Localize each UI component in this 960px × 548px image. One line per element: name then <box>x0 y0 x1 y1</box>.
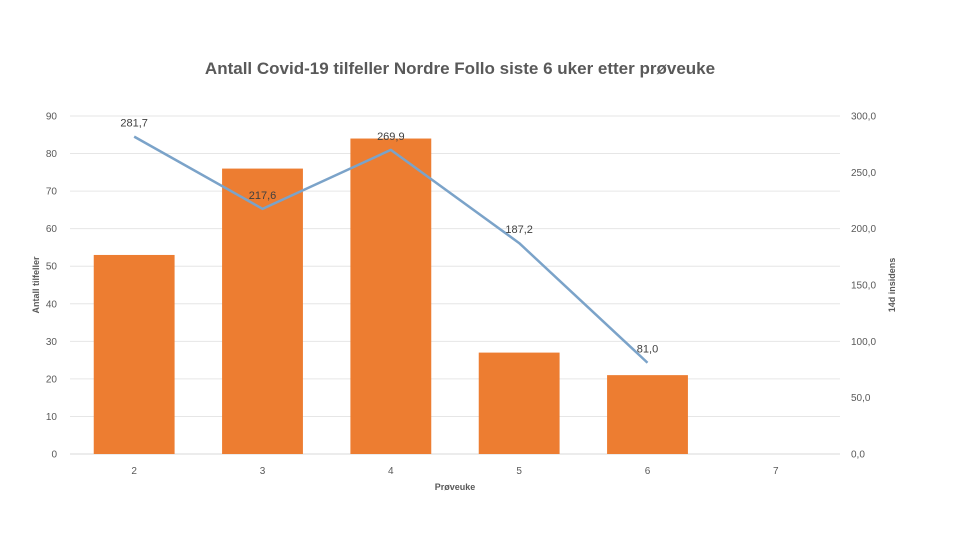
x-tick-label: 7 <box>773 466 779 477</box>
x-axis-title: Prøveuke <box>435 482 476 492</box>
y-tick-label: 80 <box>46 149 58 160</box>
y-tick-label: 70 <box>46 187 58 198</box>
bar <box>607 375 688 454</box>
y2-tick-label: 0,0 <box>851 450 865 461</box>
y-tick-label: 90 <box>46 112 58 123</box>
y2-tick-label: 250,0 <box>851 168 876 179</box>
y2-tick-label: 300,0 <box>851 112 876 123</box>
y-axis-title: Antall tilfeller <box>31 256 41 314</box>
x-tick-label: 6 <box>645 466 651 477</box>
right-axis: 0,0 50,0 100,0 150,0 200,0 250,0 300,0 <box>851 112 876 461</box>
chart-title: Antall Covid-19 tilfeller Nordre Follo s… <box>205 59 715 78</box>
y-tick-label: 20 <box>46 374 58 385</box>
y2-tick-label: 200,0 <box>851 224 876 235</box>
gridlines <box>70 115 840 455</box>
y2-tick-label: 100,0 <box>851 337 876 348</box>
data-label: 217,6 <box>249 190 277 202</box>
x-axis: 2 3 4 5 6 7 <box>131 466 779 477</box>
y-tick-label: 30 <box>46 337 58 348</box>
y-tick-label: 40 <box>46 299 58 310</box>
y-tick-label: 60 <box>46 224 58 235</box>
x-tick-label: 3 <box>260 466 266 477</box>
bar-series <box>93 138 688 455</box>
y2-tick-label: 150,0 <box>851 281 876 292</box>
data-label: 81,0 <box>637 344 658 356</box>
y-tick-label: 10 <box>46 412 58 423</box>
data-label: 281,7 <box>120 118 148 130</box>
line-series: 281,7 217,6 269,9 187,2 81,0 <box>120 118 658 364</box>
data-label: 187,2 <box>505 224 533 236</box>
y2-axis-title: 14d insidens <box>887 258 897 313</box>
y-tick-label: 50 <box>46 262 58 273</box>
bar <box>350 138 432 455</box>
x-tick-label: 2 <box>131 466 137 477</box>
bar <box>93 254 175 454</box>
data-label: 269,9 <box>377 131 405 143</box>
x-tick-label: 4 <box>388 466 394 477</box>
left-axis: 0 10 20 30 40 50 60 70 80 90 <box>46 112 58 461</box>
series-line <box>133 135 649 364</box>
x-tick-label: 5 <box>516 466 522 477</box>
bar <box>222 168 303 455</box>
y-tick-label: 0 <box>51 450 57 461</box>
bar <box>478 352 560 454</box>
y2-tick-label: 50,0 <box>851 393 871 404</box>
